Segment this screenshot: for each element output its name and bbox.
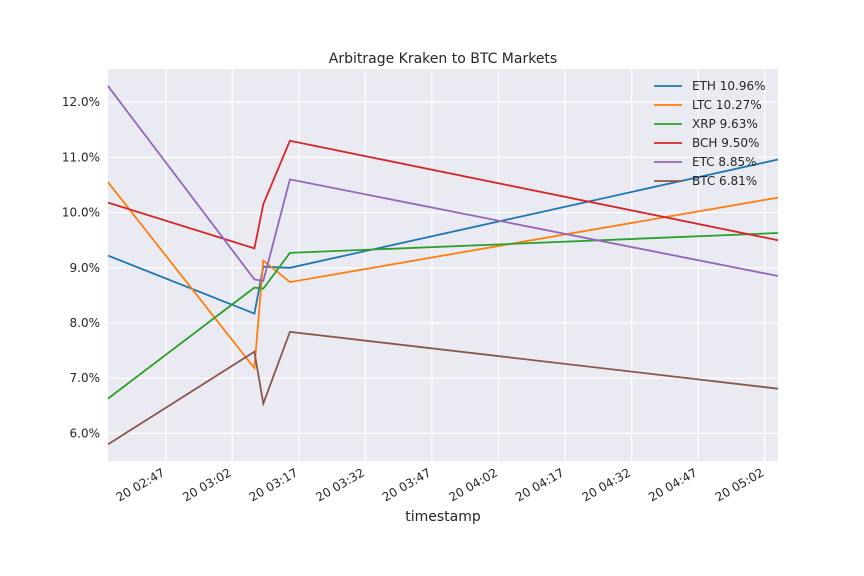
y-tick-labels: 6.0% 7.0% 8.0% 9.0% 10.0% 11.0% 12.0% [62,95,100,440]
x-gridlines [165,69,766,461]
x-tick-label: 20 04:17 [513,465,566,504]
legend-entry: BCH 9.50% [692,136,759,150]
legend-entry: LTC 10.27% [692,98,762,112]
series-line [107,139,779,250]
x-tick-label: 20 04:02 [446,465,499,504]
x-tick-label: 20 04:47 [646,465,699,504]
x-tick-label: 20 04:32 [580,465,633,504]
y-tick-label: 8.0% [70,316,101,330]
legend-entry: BTC 6.81% [692,174,757,188]
legend-entry: ETH 10.96% [692,79,766,93]
x-tick-label: 20 05:02 [713,465,766,504]
series-line [107,181,779,371]
x-tick-label: 20 03:32 [313,465,366,504]
legend: ETH 10.96% LTC 10.27% XRP 9.63% BCH 9.50% ET… [654,79,766,188]
x-tick-label: 20 03:17 [247,465,300,504]
series-line [107,85,779,283]
chart-title: Arbitrage Kraken to BTC Markets [329,51,557,67]
y-tick-label: 6.0% [70,426,101,440]
y-tick-label: 7.0% [70,371,101,385]
x-tick-label: 20 03:02 [180,465,233,504]
series-line [107,232,779,400]
x-tick-label: 20 02:47 [114,465,167,504]
legend-entry: XRP 9.63% [692,117,758,131]
x-tick-label: 20 03:47 [380,465,433,504]
x-tick-labels: 20 02:47 20 03:02 20 03:17 20 03:32 20 03:47… [114,465,766,504]
plot-background [108,69,778,461]
y-tick-label: 12.0% [62,95,100,109]
legend-entry: ETC 8.85% [692,155,757,169]
x-axis-title: timestamp [405,509,481,525]
y-tick-label: 10.0% [62,206,100,220]
y-tick-label: 11.0% [62,150,100,164]
series-line [107,330,779,446]
y-tick-label: 9.0% [70,261,101,275]
series-lines [107,85,779,446]
